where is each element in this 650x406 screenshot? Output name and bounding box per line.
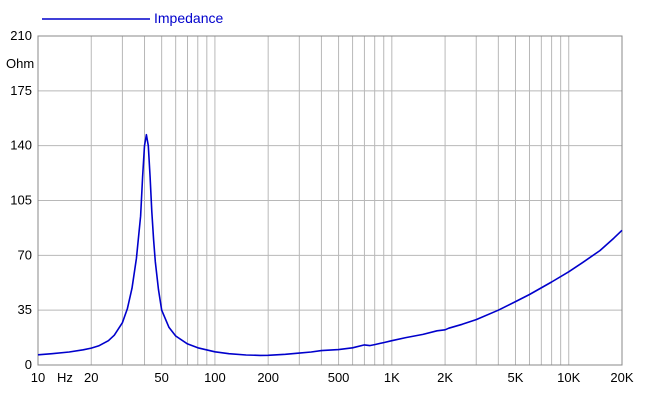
x-tick-label: 500 (328, 370, 350, 385)
y-axis-tick-labels: 0 35 70 105 140 175 210 (10, 28, 32, 372)
x-tick-label: 10 (31, 370, 45, 385)
series-line-impedance (37, 133, 623, 357)
x-tick-label: 50 (154, 370, 168, 385)
y-tick-label: 105 (10, 193, 32, 208)
y-tick-label: 70 (18, 247, 32, 262)
legend: Impedance (42, 10, 223, 26)
x-tick-label: 20K (610, 370, 633, 385)
series-layer (37, 133, 623, 357)
y-tick-label: 175 (10, 83, 32, 98)
x-tick-label: 100 (204, 370, 226, 385)
x-axis-tick-labels: 10 20 50 100 200 500 1K 2K 5K 10K 20K (31, 370, 634, 385)
x-axis-label: Hz (57, 370, 73, 385)
y-axis-label: Ohm (6, 56, 34, 71)
x-tick-label: 200 (257, 370, 279, 385)
plot-area-border (37, 35, 623, 366)
y-tick-label: 210 (10, 28, 32, 43)
y-tick-label: 0 (25, 357, 32, 372)
x-tick-label: 1K (384, 370, 400, 385)
legend-label-impedance: Impedance (154, 10, 223, 26)
x-tick-label: 5K (508, 370, 524, 385)
y-tick-label: 35 (18, 302, 32, 317)
x-tick-label: 10K (557, 370, 580, 385)
grid-lines (38, 36, 622, 365)
x-tick-label: 20 (84, 370, 98, 385)
y-tick-label: 140 (10, 138, 32, 153)
x-tick-label: 2K (437, 370, 453, 385)
